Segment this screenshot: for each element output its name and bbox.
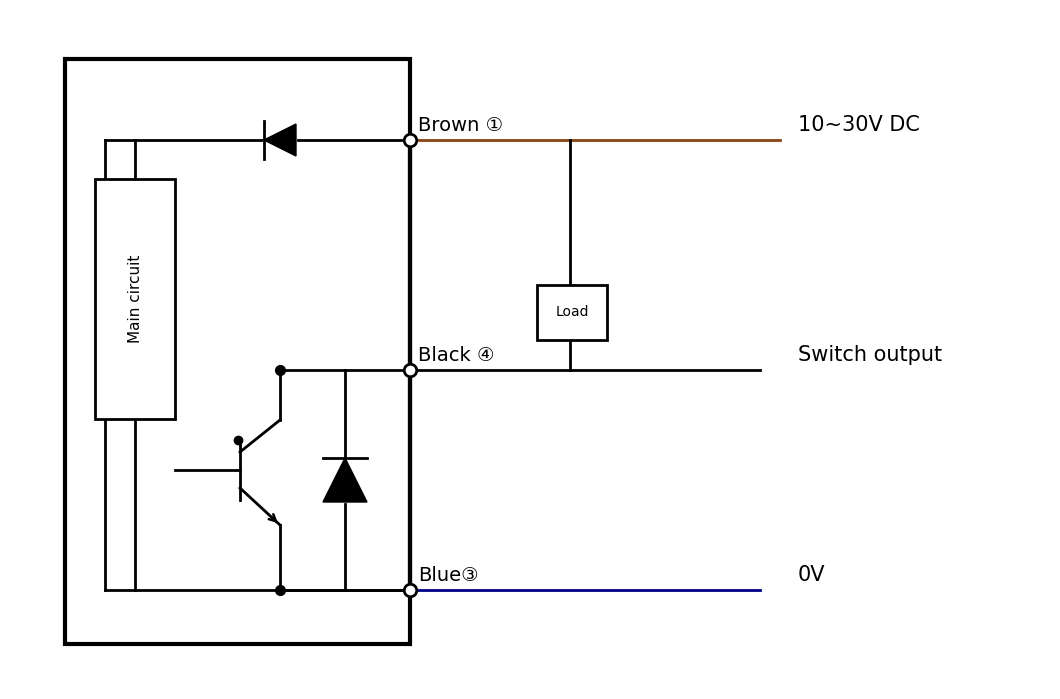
Bar: [65, 59, 410, 644]
Text: Black ④: Black ④: [418, 346, 495, 365]
Polygon shape: [323, 458, 367, 502]
Text: 10~30V DC: 10~30V DC: [798, 115, 920, 135]
Text: 0V: 0V: [798, 565, 826, 585]
Text: Main circuit: Main circuit: [127, 255, 142, 343]
Text: Brown ①: Brown ①: [418, 116, 504, 135]
Text: Blue③: Blue③: [418, 566, 479, 585]
Polygon shape: [264, 124, 296, 156]
Bar: [537, 285, 607, 340]
Text: Load: Load: [555, 305, 588, 319]
Bar: [95, 179, 175, 419]
Text: Switch output: Switch output: [798, 345, 942, 365]
